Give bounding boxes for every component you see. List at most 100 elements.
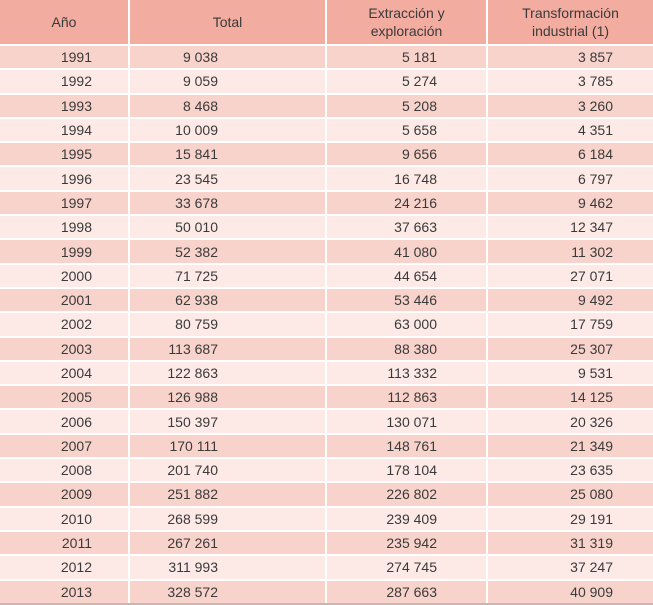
transformacion-cell: 3 857 [577, 49, 613, 66]
year-cell: 2005 [0, 386, 130, 409]
extraccion-cell: 37 663 [327, 216, 488, 239]
extraccion-cell: 148 761 [327, 434, 488, 458]
year-cell: 2004 [0, 361, 130, 385]
transformacion-cell: 3 260 [577, 97, 613, 114]
table-row: 2007 170 111 148 761 21 349 [0, 432, 653, 458]
extraccion-cell: 274 745 [327, 556, 488, 579]
table-row: 2000 71 725 44 654 27 071 [0, 262, 653, 287]
table-row: 1996 23 545 16 748 6 797 [0, 165, 653, 190]
total-cell: 201 740 [130, 459, 327, 482]
table-row: 1998 50 010 37 663 12 347 [0, 214, 653, 239]
table-row: 2010 268 599 239 409 29 191 [0, 505, 653, 530]
table-row: 2001 62 938 53 446 9 492 [0, 286, 653, 312]
transformacion-cell: 37 247 [570, 559, 613, 576]
total-cell: 50 010 [130, 216, 327, 239]
total-cell: 52 382 [130, 240, 327, 263]
transformacion-cell: 9 462 [577, 194, 613, 211]
table-row: 1994 10 009 5 658 4 351 [0, 116, 653, 142]
year-cell: 2006 [0, 410, 130, 433]
total-cell: 9 038 [130, 46, 327, 69]
table-row: 2006 150 397 130 071 20 326 [0, 408, 653, 433]
total-cell: 62 938 [130, 288, 327, 312]
transformacion-cell: 9 492 [577, 292, 613, 309]
total-cell: 80 759 [130, 313, 327, 336]
total-cell: 33 678 [130, 191, 327, 215]
transformacion-cell: 17 759 [570, 316, 613, 333]
table-row: 1995 15 841 9 656 6 184 [0, 141, 653, 166]
year-cell: 2008 [0, 459, 130, 482]
year-cell: 2012 [0, 556, 130, 579]
year-cell: 1995 [0, 143, 130, 166]
extraccion-cell: 287 663 [327, 580, 488, 603]
year-cell: 1993 [0, 94, 130, 117]
table-row: 2004 122 863 113 332 9 531 [0, 359, 653, 385]
extraccion-cell: 53 446 [327, 288, 488, 312]
transformacion-cell: 40 909 [570, 583, 613, 600]
transformacion-cell: 23 635 [570, 462, 613, 479]
transformacion-cell: 29 191 [570, 510, 613, 527]
total-cell: 267 261 [130, 531, 327, 555]
transformacion-cell: 21 349 [570, 437, 613, 454]
transformacion-cell: 25 080 [570, 486, 613, 503]
table-row: 1991 9 038 5 181 3 857 [0, 44, 653, 69]
extraccion-cell: 226 802 [327, 483, 488, 506]
column-header-total: Total [130, 0, 327, 44]
total-cell: 8 468 [130, 94, 327, 117]
transformacion-cell: 12 347 [570, 219, 613, 236]
total-cell: 113 687 [130, 337, 327, 360]
table-row: 1997 33 678 24 216 9 462 [0, 189, 653, 215]
total-cell: 328 572 [130, 580, 327, 603]
table-row: 1999 52 382 41 080 11 302 [0, 238, 653, 263]
extraccion-cell: 130 071 [327, 410, 488, 433]
year-cell: 1997 [0, 191, 130, 215]
table-row: 2002 80 759 63 000 17 759 [0, 311, 653, 336]
total-cell: 150 397 [130, 410, 327, 433]
extraccion-cell: 24 216 [327, 191, 488, 215]
year-cell: 2009 [0, 483, 130, 506]
total-cell: 23 545 [130, 167, 327, 190]
extraccion-cell: 88 380 [327, 337, 488, 360]
total-cell: 15 841 [130, 143, 327, 166]
extraccion-cell: 113 332 [327, 361, 488, 385]
table-row: 1993 8 468 5 208 3 260 [0, 92, 653, 117]
transformacion-cell: 31 319 [570, 535, 613, 552]
transformacion-cell: 27 071 [570, 267, 613, 284]
extraccion-cell: 112 863 [327, 386, 488, 409]
year-cell: 1998 [0, 216, 130, 239]
extraccion-cell: 235 942 [327, 531, 488, 555]
total-cell: 311 993 [130, 556, 327, 579]
extraccion-cell: 63 000 [327, 313, 488, 336]
total-cell: 10 009 [130, 118, 327, 142]
total-cell: 122 863 [130, 361, 327, 385]
total-cell: 9 059 [130, 70, 327, 93]
extraccion-cell: 9 656 [327, 143, 488, 166]
transformacion-cell: 6 184 [577, 146, 613, 163]
transformacion-cell: 9 531 [577, 365, 613, 381]
table-row: 2009 251 882 226 802 25 080 [0, 481, 653, 506]
transformacion-cell: 25 307 [570, 340, 613, 357]
extraccion-cell: 5 181 [327, 46, 488, 69]
total-cell: 71 725 [130, 264, 327, 287]
column-header-transformacion-industrial: Transformación industrial (1) [522, 4, 619, 39]
table-row: 2011 267 261 235 942 31 319 [0, 529, 653, 555]
table-row: 2012 311 993 274 745 37 247 [0, 554, 653, 579]
column-header-extraccion-y-exploracion: Extracción y exploración [327, 0, 488, 44]
year-cell: 2002 [0, 313, 130, 336]
transformacion-cell: 6 797 [577, 170, 613, 187]
transformacion-cell: 3 785 [577, 73, 613, 90]
extraccion-cell: 239 409 [327, 507, 488, 530]
extraccion-cell: 5 208 [327, 94, 488, 117]
table-row: 2008 201 740 178 104 23 635 [0, 457, 653, 482]
transformacion-cell: 11 302 [571, 243, 613, 260]
year-cell: 2007 [0, 434, 130, 458]
total-cell: 268 599 [130, 507, 327, 530]
year-cell: 2003 [0, 337, 130, 360]
extraccion-cell: 5 274 [327, 70, 488, 93]
year-cell: 2000 [0, 264, 130, 287]
year-cell: 1991 [0, 46, 130, 69]
extraccion-cell: 41 080 [327, 240, 488, 263]
extraccion-cell: 16 748 [327, 167, 488, 190]
transformacion-cell: 20 326 [570, 413, 613, 430]
year-cell: 1994 [0, 118, 130, 142]
